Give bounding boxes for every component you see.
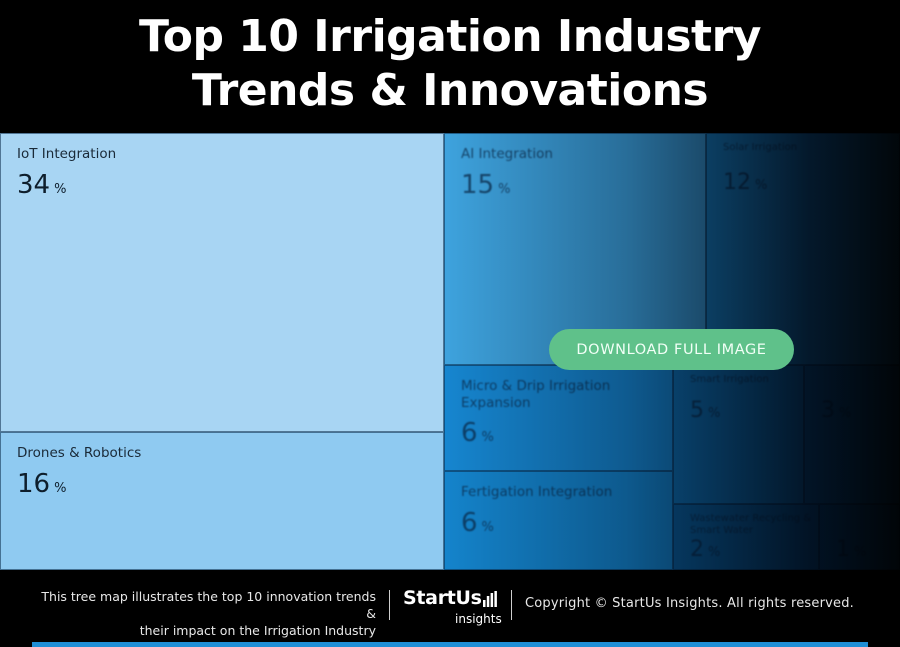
tile-value-number: 15 [461,170,495,200]
copyright-text: Copyright © StartUs Insights. All rights… [525,596,854,611]
treemap-tile-value: 12% [723,170,767,195]
treemap-tile: Drones & Robotics 16% [0,432,444,570]
download-full-image-button[interactable]: DOWNLOAD FULL IMAGE [549,329,794,370]
footer-divider-right [511,590,512,620]
logo-sub-text: insights [455,612,502,626]
treemap-tile-value: 3% [821,398,851,423]
treemap-tile-value: 6% [461,508,494,538]
tile-value-number: 2 [690,537,704,562]
tile-value-unit: % [54,182,67,197]
treemap-tile-value: 1% [836,537,866,562]
treemap-tile-label: AI Integration [461,146,553,162]
tile-value-unit: % [708,406,721,421]
tile-value-number: 6 [461,418,478,448]
tile-value-number: 5 [690,398,704,423]
footer-description: This tree map illustrates the top 10 inn… [30,588,376,639]
footer-description-line-1: This tree map illustrates the top 10 inn… [41,589,376,621]
bar-chart-icon [483,591,497,607]
tile-value-unit: % [498,182,511,197]
tile-value-unit: % [755,178,768,193]
treemap-tile-value: 6% [461,418,494,448]
treemap-tile: 1% [819,504,900,570]
logo-main-text: StartUs [403,587,482,609]
tile-value-number: 6 [461,508,478,538]
tile-value-number: 34 [17,170,51,200]
tile-value-number: 1 [836,537,850,562]
treemap-tile-value: 16% [17,469,66,499]
tile-value-unit: % [54,481,67,496]
tile-value-number: 12 [723,170,751,195]
treemap-tile: IoT Integration 34% [0,133,444,432]
tile-value-unit: % [481,520,494,535]
bottom-accent-bar [32,642,868,647]
treemap-tile-value: 5% [690,398,720,423]
treemap-tile-value: 34% [17,170,66,200]
footer: This tree map illustrates the top 10 inn… [0,570,900,647]
footer-description-line-2: their impact on the Irrigation Industry [139,623,376,638]
treemap-tile-label: Solar Irrigation [723,142,798,153]
tile-value-unit: % [839,406,852,421]
treemap-tile-label: Drones & Robotics [17,445,142,461]
tile-value-number: 3 [821,398,835,423]
treemap-tile: Smart Irrigation 5% [673,365,804,504]
tile-value-unit: % [481,430,494,445]
treemap-tile-label: Fertigation Integration [461,484,613,500]
treemap-tile: Micro & Drip Irrigation Expansion 6% [444,365,673,471]
footer-divider-left [389,590,390,620]
treemap-tile: Fertigation Integration 6% [444,471,673,570]
treemap-tile-label: Wastewater Recycling & Smart Water [690,513,812,536]
treemap-tile: 3% [804,365,900,504]
treemap-tile-label: Smart Irrigation [690,374,769,385]
treemap-tile-value: 15% [461,170,510,200]
startus-insights-logo[interactable]: StartUs insights [403,587,502,627]
tile-value-number: 16 [17,469,51,499]
treemap-tile-label: IoT Integration [17,146,117,162]
tile-value-unit: % [854,545,867,560]
treemap-tile: Wastewater Recycling & Smart Water 2% [673,504,819,570]
header: Top 10 Irrigation Industry Trends & Inno… [0,0,900,133]
title-line-2: Trends & Innovations [191,65,709,116]
tile-value-unit: % [708,545,721,560]
treemap-tile-label: Micro & Drip Irrigation Expansion [461,378,611,411]
treemap-tile-value: 2% [690,537,720,562]
title-line-1: Top 10 Irrigation Industry [139,11,761,62]
